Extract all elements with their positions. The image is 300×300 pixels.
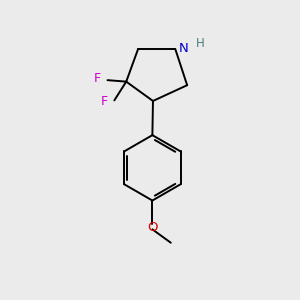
Text: F: F — [101, 95, 108, 108]
Text: O: O — [147, 221, 158, 234]
Text: N: N — [179, 42, 189, 55]
Text: H: H — [196, 37, 204, 50]
Text: F: F — [94, 72, 101, 85]
